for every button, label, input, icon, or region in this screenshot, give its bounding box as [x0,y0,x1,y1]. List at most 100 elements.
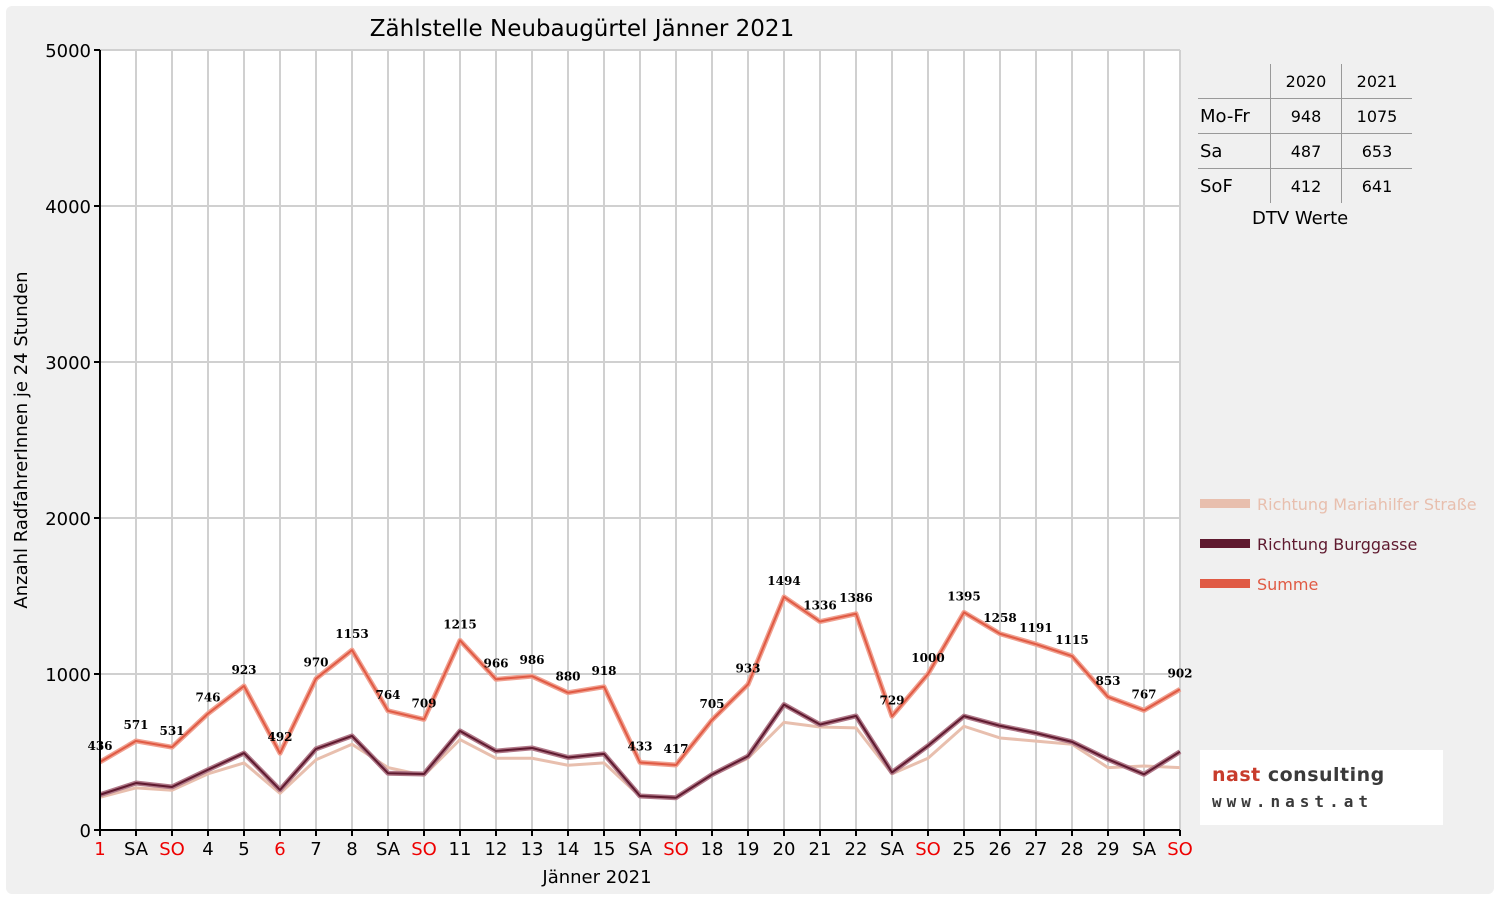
x-tick-label: 8 [346,839,357,860]
data-label: 767 [1131,687,1156,701]
data-label: 571 [123,718,148,732]
x-tick-label: 4 [202,839,213,860]
x-axis-label: Jänner 2021 [541,867,651,888]
x-tick-label: SA [124,839,149,860]
data-label: 853 [1095,674,1120,688]
data-label: 902 [1167,666,1192,680]
x-axis-ticks: 1 SA SO 4 5 6 7 8 SA SO 11 12 13 14 15 SA SO 18 19 20 21 22 SA… [94,830,1193,860]
data-label: 1153 [335,627,368,641]
chart-title: Zählstelle Neubaugürtel Jänner 2021 [370,16,794,42]
y-tick-label: 2000 [45,509,91,530]
x-tick-label: 14 [557,839,580,860]
x-tick-label: SA [1132,839,1157,860]
x-tick-label: 12 [485,839,508,860]
series-line-burggasse [99,703,1181,799]
grid [100,49,1181,830]
y-tick-label: 4000 [45,197,91,218]
legend-swatch [1200,539,1250,548]
data-label: 880 [555,670,580,684]
data-label: 1215 [443,617,476,631]
dtv-header-row: 2020 2021 [1198,64,1412,99]
data-label: 492 [267,730,292,744]
data-label: 531 [159,724,184,738]
data-label: 729 [879,693,904,707]
dtv-value-2021: 641 [1341,168,1412,203]
x-tick-label: 6 [274,839,285,860]
dtv-row-mofr: Mo-Fr 948 1075 [1198,98,1412,134]
dtv-header-2020: 2020 [1270,64,1342,99]
x-tick-label: 13 [521,839,544,860]
data-label: 923 [231,663,256,677]
data-label: 764 [375,688,400,702]
data-label: 746 [195,691,220,705]
x-tick-label: SO [159,839,185,860]
data-label: 970 [303,656,328,670]
series-lines [98,594,1182,801]
x-tick-label: SO [915,839,941,860]
data-label: 1115 [1055,633,1088,647]
x-tick-label: 7 [310,839,321,860]
x-tick-label: 19 [737,839,760,860]
x-tick-label: 26 [989,839,1012,860]
dtv-value-2021: 653 [1341,133,1412,169]
logo-name-part2: consulting [1260,764,1385,786]
dtv-value-2020: 948 [1270,98,1342,134]
dtv-row-sof: SoF 412 641 [1198,168,1412,203]
logo-name: nast consulting [1212,764,1385,786]
nast-consulting-logo: nast consulting www.nast.at [1200,750,1443,825]
data-label: 705 [699,697,724,711]
data-label: 1494 [767,574,800,588]
dtv-value-2020: 412 [1270,168,1342,203]
x-tick-label: 28 [1061,839,1084,860]
legend-label: Summe [1257,575,1318,594]
x-tick-label: 20 [773,839,796,860]
x-tick-label: SA [880,839,905,860]
data-label: 1000 [911,651,944,665]
x-tick-label: SO [1167,839,1193,860]
data-label: 433 [627,739,652,753]
data-label: 709 [411,696,436,710]
x-tick-label: 1 [94,839,105,860]
y-tick-label: 0 [80,821,91,842]
data-label: 933 [735,661,760,675]
legend: Richtung Mariahilfer Straße Richtung Burg… [1200,495,1477,594]
data-label: 966 [483,656,508,670]
data-label: 1191 [1019,621,1052,635]
x-tick-label: 5 [238,839,249,860]
dtv-header-blank [1198,64,1271,99]
dtv-row-label: SoF [1198,168,1271,203]
data-label: 1258 [983,611,1016,625]
x-tick-label: 22 [845,839,868,860]
data-label: 1395 [947,589,980,603]
legend-label: Richtung Mariahilfer Straße [1257,495,1477,514]
dtv-value-2020: 487 [1270,133,1342,169]
dtv-caption: DTV Werte [1252,208,1349,229]
legend-swatch [1200,499,1250,508]
dtv-row-label: Sa [1198,133,1271,169]
legend-swatch [1200,579,1250,588]
x-tick-label: 18 [701,839,724,860]
legend-label: Richtung Burggasse [1257,535,1417,554]
y-tick-label: 5000 [45,41,91,62]
dtv-header-2021: 2021 [1341,64,1412,99]
logo-name-part1: nast [1212,764,1261,786]
y-axis-ticks: 0 1000 2000 3000 4000 5000 [45,41,100,842]
x-tick-label: 11 [449,839,472,860]
x-tick-label: SO [411,839,437,860]
dtv-value-2021: 1075 [1341,98,1412,134]
y-tick-label: 3000 [45,353,91,374]
x-tick-label: SA [376,839,401,860]
data-label: 1386 [839,591,872,605]
series-line-summe [99,595,1181,766]
dtv-table: 2020 2021 Mo-Fr 948 1075 Sa 487 653 SoF … [1198,64,1412,203]
y-tick-label: 1000 [45,665,91,686]
dtv-row-sa: Sa 487 653 [1198,133,1412,169]
data-label: 918 [591,664,616,678]
y-axis-label: Anzahl RadfahrerInnen je 24 Stunden [11,271,32,608]
x-tick-label: 27 [1025,839,1048,860]
x-tick-label: SO [663,839,689,860]
x-tick-label: 15 [593,839,616,860]
logo-url: www.nast.at [1212,792,1373,811]
x-tick-label: SA [628,839,653,860]
